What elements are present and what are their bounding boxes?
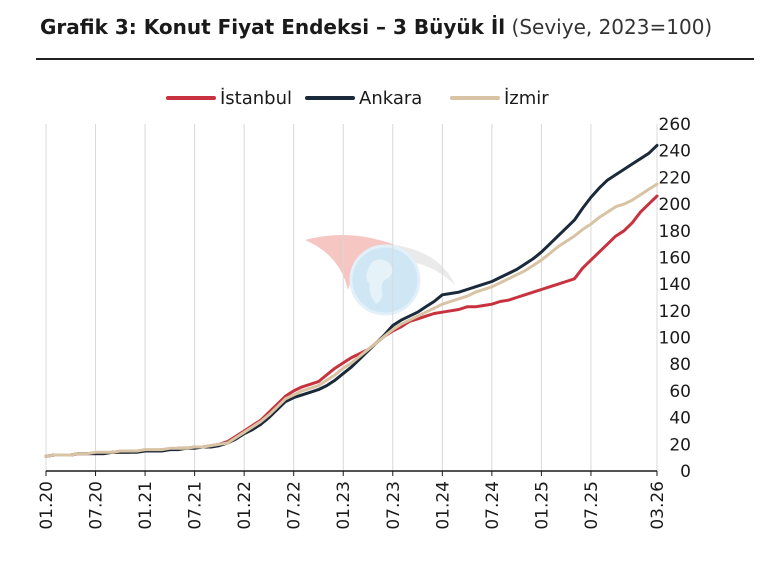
y-tick-label: 240 [659, 142, 691, 162]
x-axis-ticks: 01.20 07.20 01.21 07.21 01.22 07.22 01.23 07.23… [37, 471, 668, 530]
legend: İstanbul Ankara İzmir [166, 88, 549, 109]
y-tick-label: 40 [669, 409, 691, 429]
series-lines [44, 143, 659, 458]
x-tick-label: 07.24 [483, 481, 503, 530]
y-tick-label: 220 [659, 168, 691, 188]
y-tick-label: 0 [680, 462, 691, 482]
x-tick-label: 07.20 [87, 481, 107, 530]
x-tick-label: 01.24 [433, 481, 453, 530]
x-tick-label: 01.22 [235, 481, 255, 530]
watermark [305, 235, 455, 316]
x-tick-label: 01.23 [334, 481, 354, 530]
x-tick-label: 01.20 [37, 481, 57, 530]
y-tick-label: 100 [659, 329, 691, 349]
y-tick-label: 80 [669, 355, 691, 375]
chart-title: Grafik 3: Konut Fiyat Endeksi – 3 Büyük … [40, 14, 712, 40]
x-tick-label: 07.21 [186, 481, 206, 530]
y-tick-label: 160 [659, 248, 691, 268]
legend-label-2: Ankara [359, 88, 422, 109]
x-tick-label: 07.23 [384, 481, 404, 530]
x-tick-label: 07.22 [285, 481, 305, 530]
y-tick-label: 140 [659, 275, 691, 295]
y-tick-label: 260 [659, 115, 691, 135]
y-tick-label: 120 [659, 302, 691, 322]
x-tick-label: 01.21 [136, 481, 156, 530]
globe-continent-shape [366, 259, 393, 304]
y-tick-label: 60 [669, 382, 691, 402]
x-tick-label: 03.26 [648, 481, 668, 530]
y-axis-ticks: 0 20 40 60 80 100 120 140 160 180 200 220 240 260 [659, 115, 691, 482]
title-divider [36, 58, 754, 60]
series-line-1 [44, 194, 659, 458]
series-line-3 [44, 182, 659, 458]
y-tick-label: 200 [659, 195, 691, 215]
x-tick-label: 07.25 [582, 481, 602, 530]
grid-lines [45, 124, 658, 471]
y-tick-label: 20 [669, 435, 691, 455]
legend-label-1: İstanbul [220, 88, 292, 109]
chart-title-sub: (Seviye, 2023=100) [511, 15, 713, 39]
legend-label-3: İzmir [504, 88, 549, 109]
y-tick-label: 180 [659, 222, 691, 242]
chart-title-main: Grafik 3: Konut Fiyat Endeksi – 3 Büyük … [40, 15, 506, 39]
series-line-2 [44, 143, 659, 458]
globe-icon [349, 244, 421, 316]
x-tick-label: 01.25 [532, 481, 552, 530]
